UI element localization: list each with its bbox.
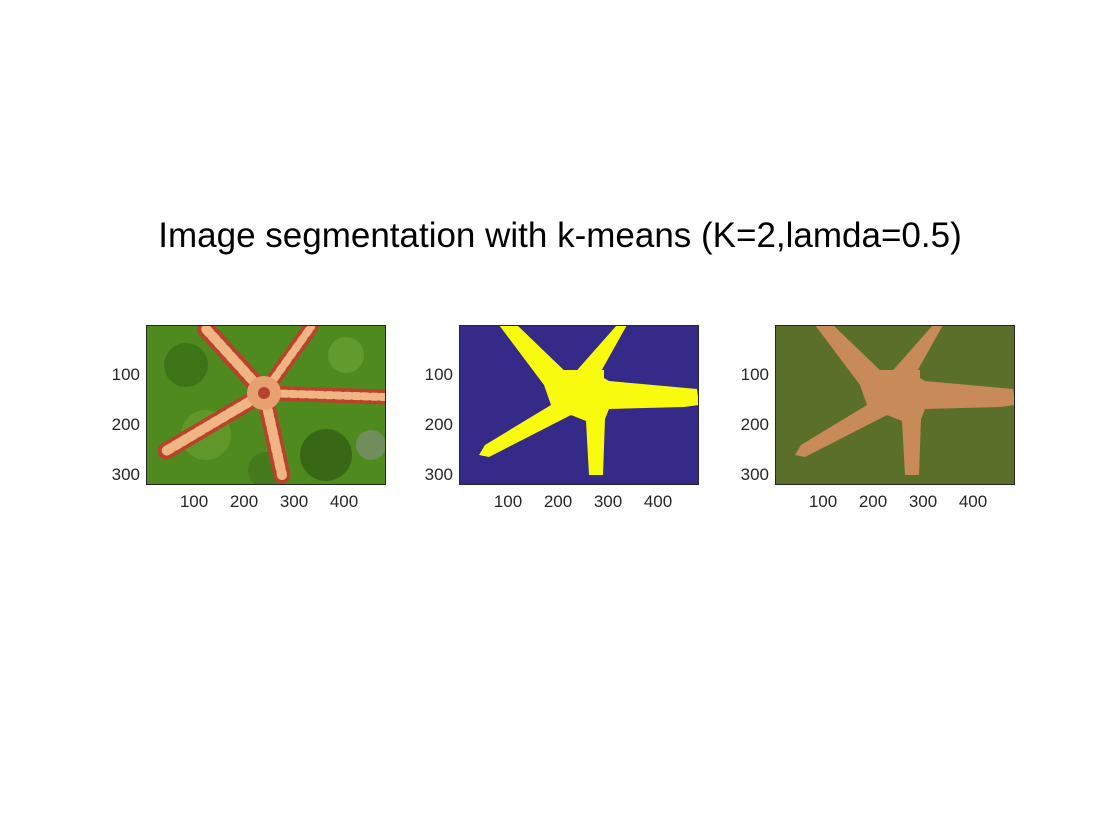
y-tick-label: 300 (111, 465, 140, 484)
x-tick-label: 300 (279, 492, 309, 511)
x-tick-label: 300 (908, 492, 938, 511)
axes-frame (775, 325, 1015, 485)
x-tick-label: 200 (858, 492, 888, 511)
x-tick-label: 400 (958, 492, 988, 511)
y-tick-label: 200 (424, 415, 453, 434)
segmented-image (775, 325, 1015, 485)
axes-frame (146, 325, 386, 485)
x-tick-label: 100 (808, 492, 838, 511)
segmented-image-panel: 100 200 300 100 200 300 400 (741, 325, 1015, 511)
x-tick-label: 200 (543, 492, 573, 511)
y-tick-label: 100 (740, 365, 769, 384)
y-tick-label: 200 (740, 415, 769, 434)
y-tick-label: 300 (740, 465, 769, 484)
label-map-panel: 100 200 300 100 200 300 400 (425, 325, 699, 511)
y-tick-label: 100 (111, 365, 140, 384)
x-tick-label: 300 (593, 492, 623, 511)
y-tick-label: 200 (111, 415, 140, 434)
original-image (146, 325, 386, 485)
x-tick-label: 100 (493, 492, 523, 511)
x-tick-label: 400 (643, 492, 673, 511)
axes-frame (459, 325, 699, 485)
y-tick-label: 300 (424, 465, 453, 484)
x-tick-label: 100 (179, 492, 209, 511)
x-tick-label: 400 (329, 492, 359, 511)
figure-title: Image segmentation with k-means (K=2,lam… (158, 216, 962, 255)
y-tick-label: 100 (424, 365, 453, 384)
x-tick-label: 200 (229, 492, 259, 511)
label-map-image (459, 325, 699, 485)
original-image-panel: 100 200 300 100 200 300 400 (112, 325, 386, 511)
